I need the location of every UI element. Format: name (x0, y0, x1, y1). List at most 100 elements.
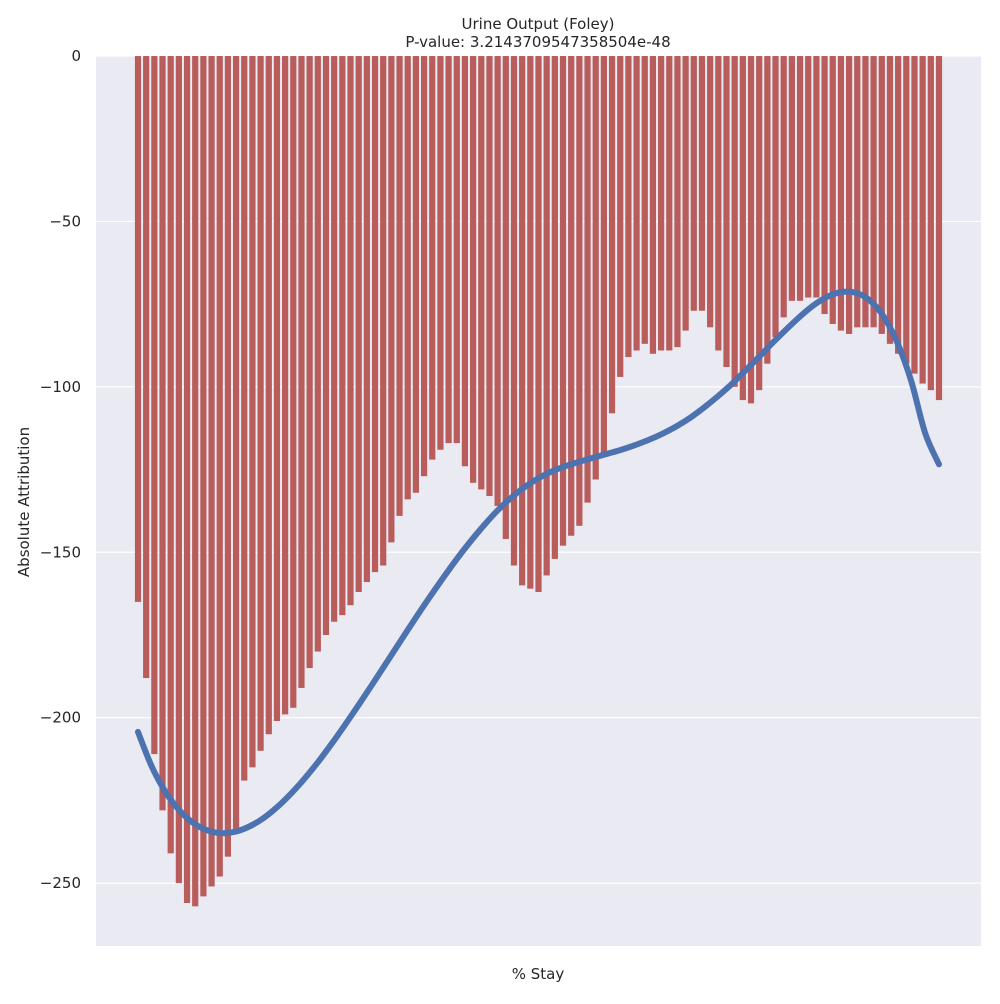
bar (527, 56, 534, 589)
bar (208, 56, 215, 887)
bar (494, 56, 501, 506)
bar (134, 56, 142, 602)
bar (633, 56, 640, 351)
bar (282, 56, 289, 715)
y-axis-ticks: 0 −50 −100 −150 −200 −250 (40, 47, 81, 892)
bar (723, 56, 730, 367)
bar (731, 56, 738, 387)
bar (559, 56, 567, 546)
bar (453, 56, 460, 444)
bar (813, 56, 820, 298)
bar (331, 56, 338, 622)
bar (576, 56, 583, 526)
y-tick-label: −50 (49, 212, 81, 230)
bar (478, 56, 485, 490)
bar (486, 56, 493, 497)
bar (241, 56, 248, 781)
bar (429, 56, 436, 460)
y-tick-label: −250 (40, 874, 81, 892)
bar (617, 56, 624, 377)
bar (666, 56, 673, 351)
bar (519, 56, 526, 586)
bar (445, 56, 452, 444)
bar (347, 56, 354, 606)
bar (829, 56, 836, 324)
bar (870, 56, 877, 328)
bar (878, 56, 885, 334)
bar (608, 56, 616, 414)
bar (437, 56, 444, 450)
bar (314, 56, 321, 652)
bar (183, 56, 191, 903)
x-axis-label: % Stay (512, 965, 565, 983)
bar (249, 56, 256, 768)
chart-title: Urine Output (Foley) (462, 15, 615, 33)
bar (805, 56, 812, 298)
bar (837, 56, 845, 331)
bar (862, 56, 869, 328)
y-axis-label: Absolute Attribution (15, 427, 33, 577)
bar (380, 56, 387, 566)
y-tick-label: −150 (40, 543, 81, 561)
bar (845, 56, 853, 334)
bar (371, 56, 379, 573)
bar (290, 56, 297, 708)
bar (216, 56, 223, 877)
chart-subtitle: P-value: 3.2143709547358504e-48 (405, 33, 670, 51)
bar (159, 56, 166, 811)
bar (707, 56, 714, 328)
bar (535, 56, 542, 592)
bar (592, 56, 599, 480)
bar (756, 56, 763, 391)
bar (911, 56, 918, 374)
bar (502, 56, 509, 540)
bar (698, 56, 706, 311)
bar (739, 56, 746, 401)
bar (886, 56, 894, 344)
bar (788, 56, 795, 301)
bar (764, 56, 771, 364)
bar (641, 56, 648, 344)
bar (780, 56, 787, 318)
bar (306, 56, 313, 669)
bar (919, 56, 926, 384)
bar (568, 56, 575, 536)
bar (363, 56, 370, 583)
bar (143, 56, 150, 679)
bar (273, 56, 281, 722)
bar (388, 56, 395, 543)
bar (543, 56, 550, 576)
bar (339, 56, 346, 616)
bar (396, 56, 403, 516)
bar (772, 56, 779, 338)
bar (927, 56, 934, 391)
bar (690, 56, 697, 311)
y-tick-label: 0 (71, 47, 81, 65)
bar (895, 56, 902, 354)
bar (257, 56, 264, 751)
bar (412, 56, 419, 493)
trend-line (135, 288, 942, 837)
bar (821, 56, 828, 315)
bar (461, 56, 469, 467)
y-tick-label: −100 (40, 378, 81, 396)
bar (200, 56, 207, 897)
y-tick-label: −200 (40, 709, 81, 727)
bar (674, 56, 681, 348)
bar (658, 56, 665, 351)
bar (404, 56, 411, 500)
bar (470, 56, 477, 483)
bar (715, 56, 722, 351)
bar (903, 56, 910, 364)
bar (224, 56, 232, 857)
bar (935, 56, 943, 401)
bar-series (134, 56, 943, 907)
bar (167, 56, 174, 854)
bar (682, 56, 689, 331)
bar (192, 56, 199, 907)
bar (510, 56, 518, 566)
bar (420, 56, 428, 477)
bar (625, 56, 632, 358)
